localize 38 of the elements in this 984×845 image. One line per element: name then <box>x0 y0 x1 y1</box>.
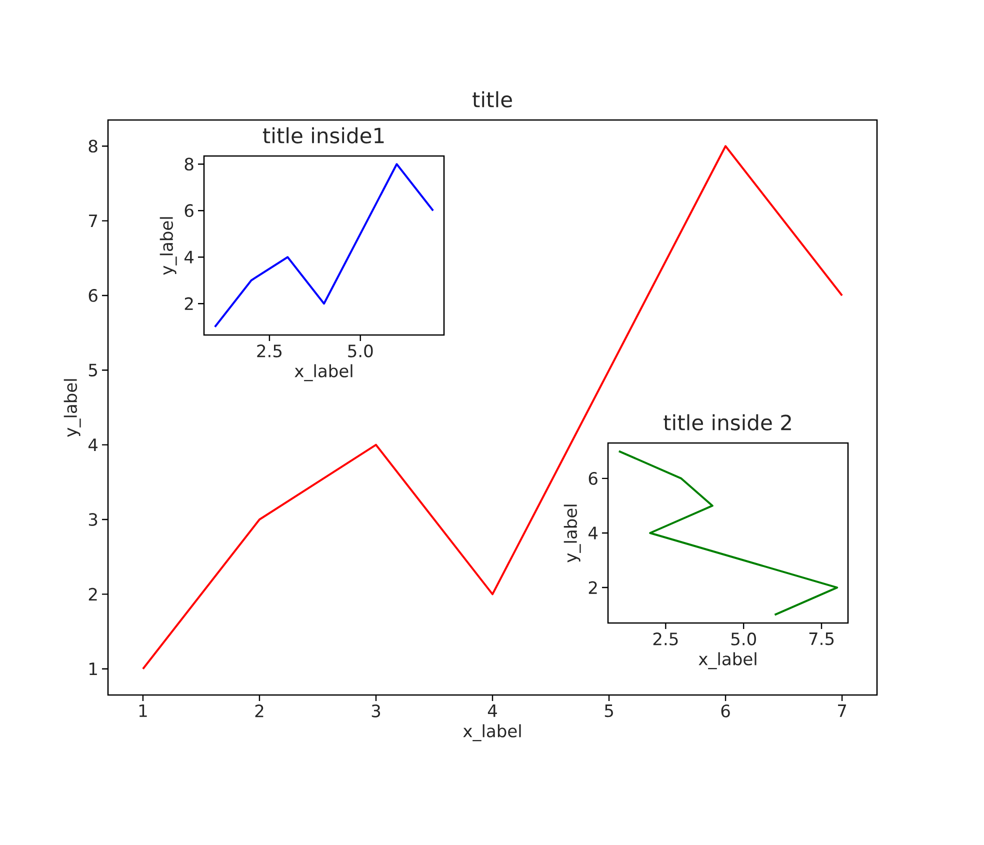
y-axis-title: y_label <box>160 217 177 275</box>
x-tick-label: 1 <box>139 704 147 717</box>
y-tick-label: 5 <box>88 364 97 376</box>
x-tick-label: 2.5 <box>653 632 678 646</box>
y-tick-label: 7 <box>89 214 98 227</box>
x-tick-label: 7.5 <box>809 632 834 646</box>
x-tick-label: 2.5 <box>257 344 282 358</box>
y-tick-label: 3 <box>88 513 98 526</box>
y-tick-label: 4 <box>184 250 194 264</box>
chart-title: title inside1 <box>262 127 384 144</box>
y-axis-title: y_label <box>64 379 81 437</box>
x-axis-title: x_label <box>698 652 756 670</box>
line-series <box>618 450 838 616</box>
y-tick-label: 4 <box>88 438 98 452</box>
x-tick-label: 2 <box>255 704 264 718</box>
x-tick-label: 5 <box>604 704 613 718</box>
y-tick-label: 2 <box>184 297 193 310</box>
y-tick-label: 2 <box>588 581 597 594</box>
chart-title: title <box>472 91 512 108</box>
y-tick-label: 8 <box>184 158 194 171</box>
chart-title: title inside 2 <box>664 414 791 430</box>
x-axis-title: x_label <box>463 724 521 742</box>
y-tick-label: 6 <box>88 289 98 302</box>
x-tick-label: 5.0 <box>731 632 756 646</box>
y-tick-label: 1 <box>90 662 97 676</box>
x-tick-label: 4 <box>488 704 497 717</box>
x-tick-label: 6 <box>721 704 730 718</box>
y-tick-label: 6 <box>184 204 194 218</box>
y-axis-title: y_label <box>564 504 581 562</box>
x-axis-title: x_label <box>294 364 352 382</box>
y-tick-label: 6 <box>588 472 598 485</box>
x-tick-label: 3 <box>372 704 380 718</box>
y-tick-label: 4 <box>588 526 598 540</box>
y-tick-label: 8 <box>88 140 98 153</box>
x-tick-label: 7 <box>838 704 846 717</box>
x-tick-label: 5.0 <box>348 344 373 358</box>
y-tick-label: 2 <box>88 588 97 600</box>
line-series <box>142 145 844 670</box>
